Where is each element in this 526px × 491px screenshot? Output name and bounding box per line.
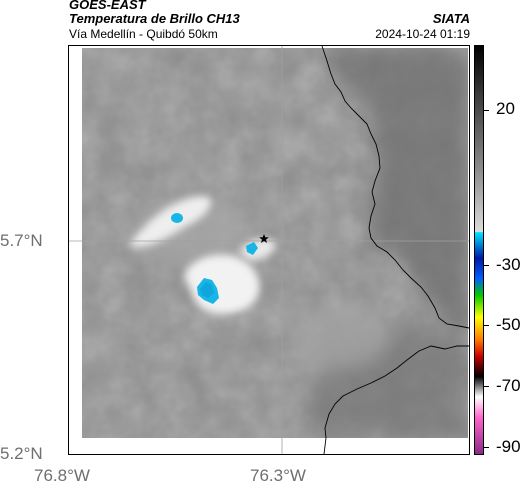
- longitude-label-76.8: 76.8°W: [34, 466, 90, 485]
- latitude-label-5.7: 5.7°N: [0, 231, 43, 250]
- organization-label: SIATA: [432, 11, 470, 26]
- satellite-title: GOES-EAST: [69, 0, 146, 12]
- colorbar-canvas: [475, 46, 483, 454]
- department-border-south: [323, 345, 469, 454]
- colorbar-tick-label: 20: [496, 99, 515, 118]
- temperature-colorbar: [474, 45, 484, 455]
- star-icon[interactable]: [259, 234, 269, 243]
- department-border: [321, 46, 469, 329]
- colorbar-tick: [484, 265, 489, 266]
- colorbar-tick-label: -70: [496, 376, 521, 395]
- satellite-map[interactable]: [68, 45, 470, 455]
- latitude-label-5.2: 5.2°N: [0, 444, 43, 463]
- product-title: Temperatura de Brillo CH13: [69, 11, 240, 26]
- colorbar-tick: [484, 447, 489, 448]
- map-canvas: [69, 46, 469, 454]
- colorbar-tick: [484, 325, 489, 326]
- longitude-label-76.3: 76.3°W: [250, 466, 306, 485]
- colorbar-tick-label: -90: [496, 437, 521, 456]
- brightness-field: [82, 48, 468, 438]
- region-subtitle: Vía Medellín - Quibdó 50km: [69, 27, 218, 41]
- colorbar-tick: [484, 386, 489, 387]
- timestamp-label: 2024-10-24 01:19: [375, 27, 470, 41]
- colorbar-tick-label: -50: [496, 315, 521, 334]
- colorbar-tick: [484, 110, 489, 111]
- colorbar-tick-label: -30: [496, 255, 521, 274]
